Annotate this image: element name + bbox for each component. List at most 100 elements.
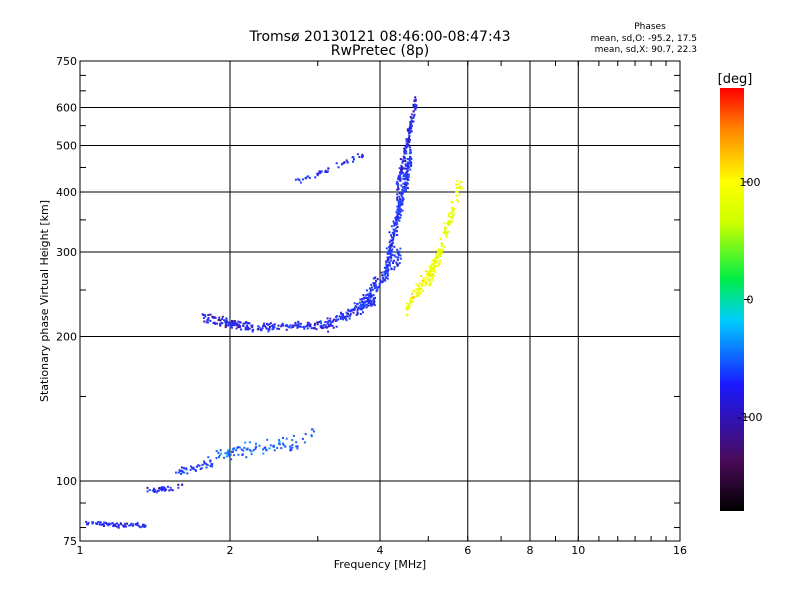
data-point <box>115 525 118 528</box>
data-point <box>205 463 208 466</box>
data-point <box>287 326 290 329</box>
data-point <box>398 250 401 253</box>
data-point <box>236 324 239 327</box>
data-point <box>399 210 402 213</box>
data-point <box>412 116 415 119</box>
data-point <box>269 444 272 447</box>
data-point <box>424 280 427 283</box>
data-point <box>396 198 399 201</box>
data-point <box>360 306 363 309</box>
data-point <box>345 319 348 322</box>
data-point <box>303 327 306 330</box>
data-point <box>385 263 388 266</box>
data-point <box>376 288 379 291</box>
data-point <box>203 314 206 317</box>
data-point <box>434 262 437 265</box>
data-point <box>398 195 401 198</box>
data-point <box>122 525 125 528</box>
data-point <box>206 463 209 466</box>
data-point <box>348 310 351 313</box>
data-point <box>179 470 182 473</box>
data-point <box>436 249 439 252</box>
y-tick-label: 600 <box>56 102 77 115</box>
data-point <box>397 211 400 214</box>
data-point <box>301 437 304 440</box>
data-point <box>356 303 359 306</box>
data-point <box>435 253 438 256</box>
data-point <box>392 220 395 223</box>
data-point <box>346 315 349 318</box>
data-point <box>404 175 407 178</box>
data-point <box>445 235 448 238</box>
data-point <box>226 452 228 455</box>
data-point <box>449 221 452 224</box>
data-point <box>162 487 164 490</box>
data-point <box>230 324 233 327</box>
data-point <box>404 157 406 160</box>
data-point <box>412 110 415 113</box>
data-point <box>244 328 247 331</box>
data-point <box>353 302 356 305</box>
data-point <box>395 221 398 224</box>
data-point <box>229 453 232 456</box>
data-point <box>417 285 420 288</box>
data-point <box>401 190 404 192</box>
data-point <box>456 179 459 182</box>
data-point <box>396 205 399 208</box>
data-point <box>388 241 391 244</box>
data-point <box>329 322 332 325</box>
data-point <box>409 149 412 152</box>
data-point <box>238 446 241 449</box>
data-point <box>233 320 236 323</box>
data-point <box>426 278 429 281</box>
data-point <box>232 448 235 451</box>
data-point <box>241 453 244 456</box>
data-point <box>415 288 418 291</box>
data-point <box>341 313 344 316</box>
data-point <box>369 295 372 298</box>
data-point <box>396 248 399 251</box>
data-point <box>143 526 146 528</box>
data-point <box>156 489 159 492</box>
data-point <box>268 323 271 326</box>
data-point <box>417 290 419 293</box>
data-point <box>398 167 401 170</box>
data-point <box>425 273 428 276</box>
data-point <box>247 328 250 331</box>
data-point <box>433 268 436 270</box>
data-point <box>393 229 396 232</box>
y-tick-label: 100 <box>56 475 77 488</box>
data-point <box>225 455 228 458</box>
data-point <box>295 324 298 327</box>
data-point <box>221 322 224 325</box>
data-point <box>409 151 412 154</box>
data-point <box>403 173 406 176</box>
data-point <box>399 216 402 219</box>
data-point <box>435 260 438 263</box>
data-point <box>130 522 133 525</box>
data-point <box>451 215 454 218</box>
data-point <box>440 245 443 248</box>
x-tick-label: 16 <box>673 544 687 557</box>
data-point <box>408 165 411 168</box>
data-point <box>322 324 325 327</box>
data-point <box>272 327 275 330</box>
data-point <box>375 286 378 289</box>
data-point <box>370 300 373 303</box>
data-point <box>433 257 436 260</box>
data-point <box>251 324 254 327</box>
data-point <box>352 156 355 158</box>
data-point <box>324 324 327 327</box>
data-point <box>371 303 374 306</box>
data-point <box>225 318 228 321</box>
data-point <box>136 522 139 524</box>
data-point <box>384 270 387 272</box>
data-point <box>442 231 445 234</box>
y-tick-label: 200 <box>56 331 77 344</box>
data-point <box>231 326 233 329</box>
data-point <box>439 255 442 258</box>
data-point <box>397 218 400 221</box>
data-point <box>132 523 135 526</box>
data-point <box>254 442 257 445</box>
